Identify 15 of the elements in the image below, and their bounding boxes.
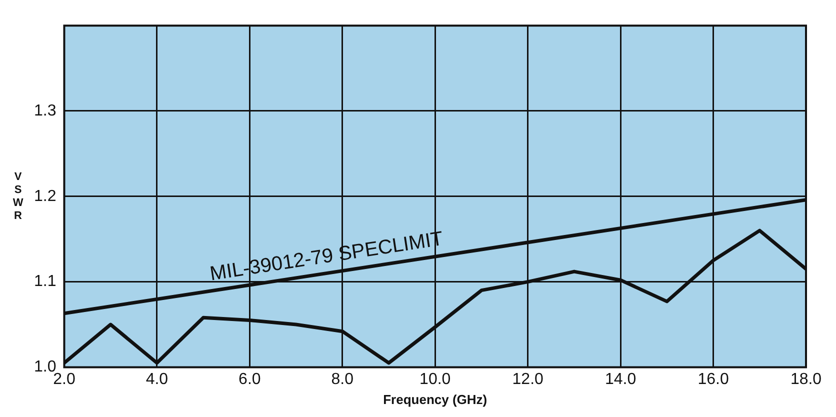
y-axis-title: VSWR — [12, 170, 24, 222]
y-tick-label: 1.1 — [34, 273, 56, 290]
x-tick-label: 4.0 — [146, 371, 168, 388]
x-tick-label: 10.0 — [420, 371, 451, 388]
x-tick-label: 14.0 — [604, 371, 636, 388]
text: MIL-39012-79 SPECLIMIT — [208, 228, 445, 286]
x-tick-label: 18.0 — [790, 371, 822, 388]
x-tick-label: 8.0 — [331, 371, 354, 388]
y-tick-label: 1.3 — [34, 102, 56, 120]
y-tick-label: 1.2 — [34, 188, 56, 205]
x-tick-label: 12.0 — [512, 371, 544, 388]
x-axis-title: Frequency (GHz) — [383, 392, 488, 407]
x-tick-label: 6.0 — [238, 371, 261, 388]
x-tick-label: 2.0 — [53, 371, 76, 388]
x-tick-label: 16.0 — [698, 371, 729, 388]
